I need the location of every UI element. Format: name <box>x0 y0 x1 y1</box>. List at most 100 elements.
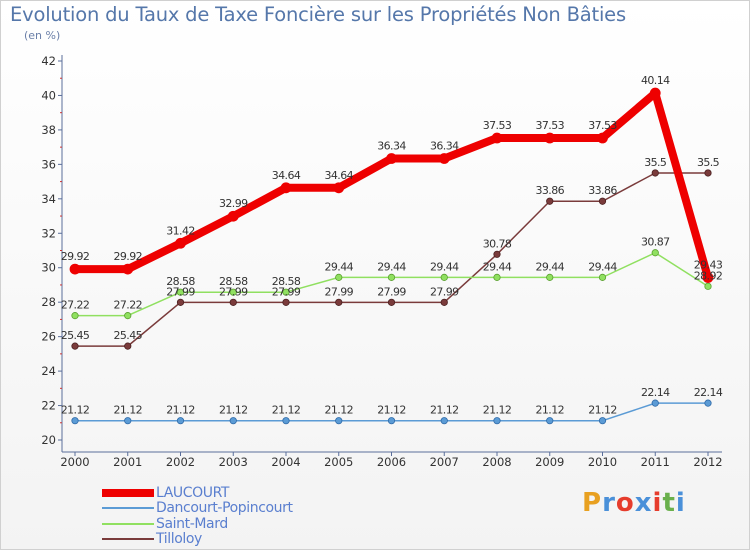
data-label-saint-mard: 29.44 <box>536 260 565 273</box>
data-point-saint-mard <box>546 273 554 281</box>
data-label-laucourt: 36.34 <box>430 140 459 153</box>
chart-axes: 20 22 24 26 28 30 32 34 36 38 40 42 2000 2001 2002 2003… <box>41 54 722 469</box>
data-label-laucourt: 37.53 <box>483 119 512 132</box>
data-point-saint-mard <box>124 312 132 320</box>
legend-item-tilloloy: Tilloloy <box>102 531 202 547</box>
data-label-dancourt-popincourt: 21.12 <box>61 404 90 417</box>
data-label-dancourt-popincourt: 21.12 <box>483 404 512 417</box>
y-tick-label: 38 <box>41 123 56 137</box>
data-point-tilloloy <box>651 169 659 177</box>
logo-letter: i <box>652 488 663 518</box>
data-label-laucourt: 32.99 <box>219 197 248 210</box>
data-point-saint-mard <box>651 249 659 257</box>
data-label-dancourt-popincourt: 21.12 <box>430 404 459 417</box>
x-tick-label: 2012 <box>693 455 722 469</box>
data-label-tilloloy: 27.99 <box>377 285 406 298</box>
data-label-tilloloy: 27.99 <box>219 285 248 298</box>
x-tick-label: 2004 <box>271 455 300 469</box>
data-labels: 29.92 29.92 31.42 32.99 34.64 34.64 36.34 36.34… <box>61 74 724 417</box>
data-label-saint-mard: 29.44 <box>483 260 512 273</box>
data-label-saint-mard: 28.58 <box>272 275 301 288</box>
data-point-dancourt-popincourt <box>598 417 607 425</box>
data-point-dancourt-popincourt <box>546 417 554 425</box>
data-point-dancourt-popincourt <box>229 417 237 425</box>
data-point-tilloloy <box>598 197 607 205</box>
x-tick-label: 2008 <box>482 455 511 469</box>
logo-letter: P <box>582 488 603 518</box>
x-tick-label: 2002 <box>166 455 195 469</box>
data-point-saint-mard <box>282 288 290 296</box>
legend-swatch-tilloloy <box>102 538 154 540</box>
data-label-saint-mard: 27.22 <box>61 299 90 312</box>
data-label-dancourt-popincourt: 22.14 <box>694 386 723 399</box>
data-label-dancourt-popincourt: 21.12 <box>272 404 301 417</box>
data-label-tilloloy: 25.45 <box>61 329 90 342</box>
legend-item-laucourt: LAUCOURT <box>102 485 230 501</box>
data-point-saint-mard <box>71 312 79 320</box>
data-point-tilloloy <box>282 298 290 306</box>
x-tick-label: 2006 <box>377 455 406 469</box>
logo-letter: x <box>634 488 653 518</box>
legend-label-tilloloy: Tilloloy <box>156 531 202 547</box>
data-label-laucourt: 29.92 <box>61 250 90 263</box>
data-point-laucourt <box>69 263 81 275</box>
data-point-laucourt <box>227 210 239 222</box>
data-point-saint-mard <box>440 273 448 281</box>
y-tick-label: 32 <box>41 226 56 240</box>
data-point-dancourt-popincourt <box>176 417 185 425</box>
x-tick-label: 2011 <box>641 455 670 469</box>
data-point-saint-mard <box>387 273 396 281</box>
data-point-dancourt-popincourt <box>282 417 290 425</box>
data-point-laucourt <box>544 132 556 144</box>
data-label-saint-mard: 30.87 <box>641 236 670 249</box>
data-label-tilloloy: 27.99 <box>166 285 195 298</box>
data-point-saint-mard <box>229 288 237 296</box>
data-point-dancourt-popincourt <box>387 417 396 425</box>
data-point-tilloloy <box>229 298 237 306</box>
data-label-saint-mard: 29.44 <box>325 260 354 273</box>
x-tick-label: 2007 <box>430 455 459 469</box>
data-point-laucourt <box>333 182 345 194</box>
data-label-saint-mard: 28.92 <box>694 269 723 282</box>
y-tick-label: 36 <box>41 157 56 171</box>
data-point-laucourt <box>175 237 186 249</box>
y-tick-label: 26 <box>41 330 56 344</box>
data-label-saint-mard: 29.44 <box>430 260 459 273</box>
legend-swatch-laucourt <box>102 489 154 497</box>
data-label-tilloloy: 35.5 <box>697 156 720 169</box>
data-label-dancourt-popincourt: 21.12 <box>536 404 565 417</box>
data-point-dancourt-popincourt <box>493 417 501 425</box>
logo-letter: o <box>615 488 635 518</box>
data-label-laucourt: 34.64 <box>325 169 354 182</box>
legend-swatch-saint-mard <box>102 523 154 525</box>
y-tick-label: 40 <box>41 88 56 102</box>
x-tick-label: 2009 <box>535 455 564 469</box>
data-point-laucourt <box>438 153 450 164</box>
legend-label-laucourt: LAUCOURT <box>156 485 230 501</box>
y-tick-label: 28 <box>41 295 56 309</box>
x-tick-label: 2001 <box>113 455 142 469</box>
data-label-laucourt: 31.42 <box>166 224 195 237</box>
x-tick-label: 2010 <box>588 455 617 469</box>
legend-label-dancourt-popincourt: Dancourt-Popincourt <box>156 500 293 516</box>
logo-letter: t <box>662 488 676 518</box>
legend-swatch-dancourt-popincourt <box>102 507 154 509</box>
data-point-dancourt-popincourt <box>651 399 659 407</box>
proxiti-logo[interactable]: Proxiti <box>582 488 686 518</box>
data-point-tilloloy <box>546 197 554 205</box>
y-tick-label: 20 <box>41 433 56 447</box>
data-point-laucourt <box>649 87 661 99</box>
data-label-dancourt-popincourt: 21.12 <box>219 404 248 417</box>
data-label-dancourt-popincourt: 21.12 <box>166 404 195 417</box>
data-point-laucourt <box>597 132 608 144</box>
data-label-tilloloy: 33.86 <box>588 184 617 197</box>
data-label-laucourt: 29.43 <box>694 259 723 272</box>
data-point-dancourt-popincourt <box>71 417 79 425</box>
y-tick-label: 34 <box>41 192 56 206</box>
data-label-saint-mard: 28.58 <box>166 275 195 288</box>
data-point-dancourt-popincourt <box>440 417 448 425</box>
data-point-laucourt <box>280 182 292 194</box>
data-point-saint-mard <box>598 273 607 281</box>
data-label-tilloloy: 27.99 <box>325 285 354 298</box>
data-point-tilloloy <box>176 298 185 306</box>
